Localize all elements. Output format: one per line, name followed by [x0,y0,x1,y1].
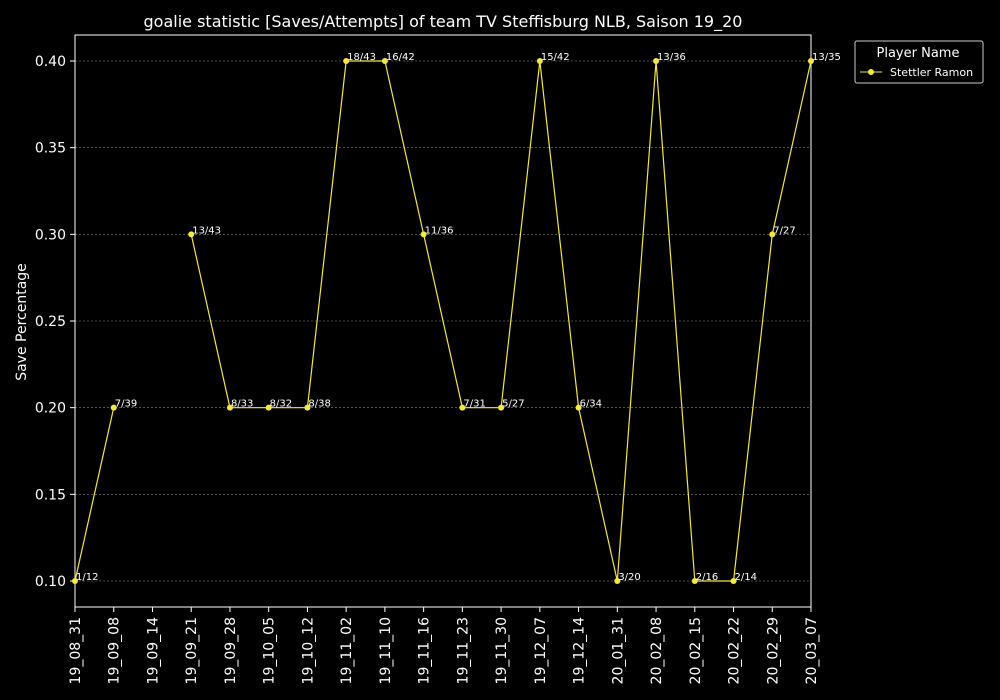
data-label: 16/42 [386,52,415,63]
data-point [110,404,117,411]
data-label: 1/12 [76,572,98,583]
x-tick-label: 20_03_07 [804,617,820,684]
data-label: 15/42 [541,52,570,63]
x-tick-label: 19_10_12 [300,617,316,684]
series-line [74,407,115,582]
data-point [536,58,543,64]
x-tick-label: 19_11_30 [494,617,510,684]
legend-marker [868,69,874,75]
x-tick-label: 19_09_08 [107,617,123,684]
data-point [653,58,660,64]
y-tick-label: 0.40 [35,54,66,70]
x-tick-label: 19_09_21 [184,617,200,684]
data-point [459,404,466,411]
data-point [730,578,737,584]
data-label: 7/39 [115,399,137,410]
x-tick-label: 19_11_16 [417,617,433,685]
axis-ticks: 0.10 0.15 0.20 0.25 0.30 0.35 0.40 19_08_31 19_0… [35,54,820,684]
legend: Player Name Stettler Ramon [854,40,984,84]
series-layer: 1/12 7/39 13/43 8/33 8/32 8/38 18/43 16/42 11/36… [72,52,841,584]
data-point [420,231,427,238]
y-tick-label: 0.15 [35,487,66,503]
data-point [575,404,582,411]
legend-frame [854,40,984,84]
data-point [381,58,388,64]
data-point [304,404,311,411]
data-label: 2/16 [696,572,718,583]
x-tick-label: 19_11_23 [455,617,471,684]
data-label: 8/32 [270,399,292,410]
data-label: 11/36 [425,225,454,236]
x-tick-label: 19_10_05 [262,617,278,684]
x-tick-label: 19_09_14 [145,617,161,685]
data-label: 5/27 [502,399,524,410]
data-label: 7/31 [463,399,485,410]
data-label: 3/20 [618,572,640,583]
legend-entry: Stettler Ramon [890,66,973,79]
x-tick-label: 20_01_31 [610,617,626,684]
y-tick-label: 0.35 [35,141,66,157]
x-tick-label: 19_12_14 [572,617,588,685]
y-axis-label: Save Percentage [14,263,30,381]
x-tick-label: 20_02_15 [688,617,704,684]
y-tick-label: 0.20 [35,401,66,417]
data-label: 13/35 [812,52,841,63]
x-tick-label: 19_09_28 [223,617,239,684]
x-tick-label: 20_02_29 [765,617,781,684]
data-point [769,231,776,238]
data-label: 2/14 [735,572,757,583]
x-tick-label: 19_11_02 [339,617,355,684]
data-label: 7/27 [773,225,795,236]
data-label: 8/38 [308,399,330,410]
data-label: 18/43 [347,52,376,63]
x-tick-label: 19_11_10 [378,617,394,684]
data-point [498,404,505,411]
data-point [226,404,233,411]
chart-title: goalie statistic [Saves/Attempts] of tea… [144,12,743,32]
data-label: 6/34 [580,399,602,410]
data-point [188,231,195,238]
data-point [691,578,698,584]
data-point [614,578,621,584]
data-point [72,578,78,584]
x-tick-label: 19_08_31 [68,617,84,684]
legend-title: Player Name [877,46,960,61]
y-tick-label: 0.25 [35,314,66,330]
data-point [808,58,814,64]
data-point [343,58,350,64]
x-tick-label: 20_02_08 [649,617,665,684]
data-label: 13/43 [192,225,221,236]
x-tick-label: 20_02_22 [727,617,743,684]
y-tick-label: 0.30 [35,227,66,243]
y-tick-label: 0.10 [35,574,66,590]
data-label: 8/33 [231,399,253,410]
data-point [265,404,272,411]
x-tick-label: 19_12_07 [533,617,549,684]
data-label: 13/36 [657,52,686,63]
